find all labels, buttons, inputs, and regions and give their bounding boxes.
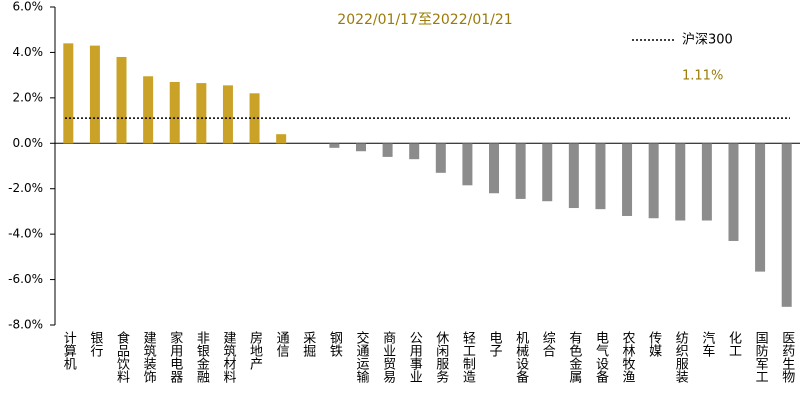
- bar: [63, 43, 74, 144]
- x-tick-label: 建筑材料: [220, 331, 236, 383]
- x-tick-label: 化工: [726, 331, 742, 357]
- x-tick-label: 采掘: [300, 331, 316, 357]
- x-tick-label: 机械设备: [513, 331, 529, 384]
- y-tick-label: 4.0%: [13, 45, 44, 59]
- x-tick-label: 电气设备: [593, 331, 609, 384]
- bar: [355, 143, 366, 152]
- x-tick-label: 交通运输: [353, 330, 369, 383]
- x-tick-label: 汽车: [699, 331, 715, 357]
- bar: [622, 143, 633, 216]
- x-tick-label: 综合: [540, 331, 556, 357]
- x-tick-label: 医药生物: [779, 331, 795, 384]
- bar: [755, 143, 766, 272]
- bar: [515, 143, 526, 199]
- bar: [489, 143, 500, 194]
- bar: [169, 81, 180, 144]
- x-tick-label: 农林牧渔: [620, 331, 636, 383]
- bar: [276, 134, 287, 144]
- x-tick-label: 计算机: [61, 331, 77, 371]
- x-tick-label: 钢铁: [327, 331, 343, 357]
- bar: [595, 143, 606, 210]
- x-tick-label: 非银金融: [194, 331, 210, 383]
- x-tick-label: 轻工制造: [460, 331, 476, 384]
- bar: [648, 143, 659, 219]
- bar: [222, 85, 233, 144]
- bar: [542, 143, 553, 202]
- x-tick-label: 房地产: [247, 330, 263, 371]
- y-tick-label: 6.0%: [13, 0, 44, 14]
- bar: [701, 143, 712, 221]
- y-tick-label: 0.0%: [13, 136, 44, 150]
- y-tick-label: -2.0%: [8, 181, 43, 195]
- x-tick-label: 通信: [274, 331, 290, 357]
- chart-title: 2022/01/17至2022/01/21: [337, 12, 512, 28]
- y-tick-label: -4.0%: [8, 227, 43, 241]
- bar: [435, 143, 446, 173]
- bar: [781, 143, 792, 307]
- bar: [196, 83, 207, 144]
- legend-label: 沪深300: [682, 32, 733, 48]
- x-tick-label: 食品饮料: [114, 330, 129, 383]
- bar: [675, 143, 686, 221]
- x-tick-label: 公用事业: [407, 331, 423, 383]
- y-tick-label: -8.0%: [8, 318, 43, 332]
- bar: [143, 76, 154, 144]
- x-tick-label: 休闲服务: [433, 331, 449, 383]
- bar: [462, 143, 473, 186]
- y-tick-label: -6.0%: [8, 272, 43, 286]
- x-tick-label: 建筑装饰: [141, 331, 157, 383]
- bar: [409, 143, 420, 160]
- x-tick-label: 银行: [87, 331, 103, 358]
- x-tick-label: 传媒: [646, 331, 662, 357]
- y-tick-label: 2.0%: [13, 90, 44, 104]
- bar: [116, 56, 127, 144]
- x-tick-label: 有色金属: [566, 331, 582, 384]
- x-tick-label: 纺织服装: [673, 331, 689, 383]
- bar: [89, 45, 100, 144]
- x-tick-label: 国防军工: [753, 331, 769, 383]
- x-tick-label: 电子: [487, 331, 503, 357]
- x-tick-label: 商业贸易: [380, 331, 396, 384]
- x-tick-label: 家用电器: [167, 330, 183, 384]
- reference-value-label: 1.11%: [682, 69, 723, 84]
- bar: [728, 143, 739, 241]
- bar: [382, 143, 393, 157]
- bar: [568, 143, 579, 209]
- bar: [329, 143, 340, 148]
